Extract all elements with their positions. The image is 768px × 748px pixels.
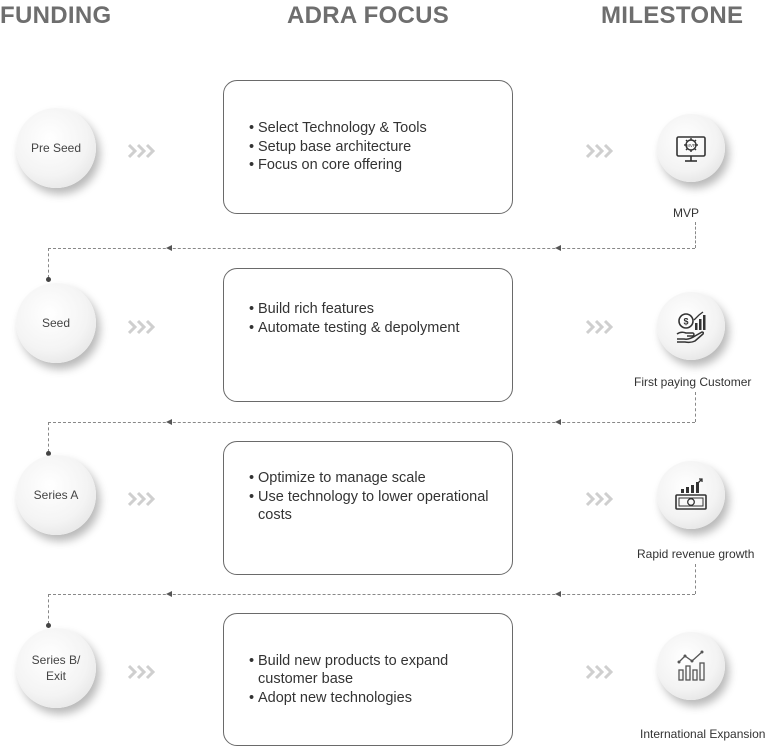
connector-arrow-icon bbox=[166, 591, 172, 597]
chevron-arrows-icon bbox=[586, 491, 614, 507]
connector-line bbox=[48, 422, 49, 452]
focus-item: Build rich features bbox=[249, 300, 504, 319]
focus-box-seed: Build rich features Automate testing & d… bbox=[223, 268, 513, 402]
focus-item: Use technology to lower operational cost… bbox=[249, 488, 504, 525]
focus-item: Adopt new technologies bbox=[249, 689, 504, 708]
connector-arrow-icon bbox=[555, 245, 561, 251]
chevron-arrows-icon bbox=[128, 143, 156, 159]
connector-line bbox=[48, 248, 695, 249]
focus-item: Optimize to manage scale bbox=[249, 469, 504, 488]
connector-arrow-icon bbox=[166, 419, 172, 425]
milestone-label: First paying Customer bbox=[634, 375, 752, 389]
focus-item: Select Technology & Tools bbox=[249, 119, 504, 138]
focus-item: Setup base architecture bbox=[249, 138, 504, 157]
focus-item: Build new products to expand customer ba… bbox=[249, 652, 504, 689]
funding-stage-label: Pre Seed bbox=[30, 141, 82, 155]
chevron-arrows-icon bbox=[586, 319, 614, 335]
chevron-arrows-icon bbox=[586, 143, 614, 159]
connector-arrow-icon bbox=[555, 591, 561, 597]
milestone-label: International Expansion bbox=[640, 727, 766, 741]
connector-line bbox=[48, 594, 49, 624]
milestone-circle-first-customer: $ bbox=[657, 292, 725, 360]
funding-stage-series-a: Series A bbox=[16, 455, 96, 535]
line-bar-chart-icon bbox=[677, 650, 705, 681]
milestone-column-header: MILESTONE bbox=[601, 2, 744, 29]
banknote-chart-icon bbox=[675, 478, 707, 510]
funding-stage-series-b-exit: Series B/ Exit bbox=[16, 628, 96, 708]
connector-dot bbox=[46, 277, 51, 282]
milestone-circle-mvp: MVP bbox=[657, 114, 725, 182]
connector-line bbox=[695, 564, 696, 594]
focus-box-series-b: Build new products to expand customer ba… bbox=[223, 613, 513, 746]
connector-dot bbox=[46, 623, 51, 628]
focus-item: Focus on core offering bbox=[249, 156, 504, 175]
funding-stage-label: Series A bbox=[33, 488, 79, 502]
milestone-label: MVP bbox=[673, 206, 700, 220]
focus-column-header: ADRA FOCUS bbox=[287, 2, 450, 29]
svg-text:$: $ bbox=[683, 317, 688, 327]
connector-line bbox=[48, 594, 695, 595]
connector-line bbox=[695, 222, 696, 248]
milestone-label: Rapid revenue growth bbox=[637, 547, 755, 561]
chevron-arrows-icon bbox=[586, 664, 614, 680]
funding-stage-seed: Seed bbox=[16, 283, 96, 363]
connector-dot bbox=[46, 451, 51, 456]
chevron-arrows-icon bbox=[128, 319, 156, 335]
milestone-circle-revenue-growth bbox=[657, 461, 725, 529]
connector-line bbox=[48, 422, 695, 423]
connector-line bbox=[695, 392, 696, 422]
focus-box-pre-seed: Select Technology & Tools Setup base arc… bbox=[223, 80, 513, 214]
chevron-arrows-icon bbox=[128, 491, 156, 507]
funding-stage-pre-seed: Pre Seed bbox=[16, 108, 96, 188]
funding-stage-label-line: Exit bbox=[45, 669, 66, 683]
svg-text:MVP: MVP bbox=[686, 143, 696, 148]
mvp-monitor-gear-icon: MVP bbox=[676, 136, 706, 162]
connector-arrow-icon bbox=[166, 245, 172, 251]
connector-arrow-icon bbox=[555, 419, 561, 425]
focus-box-series-a: Optimize to manage scale Use technology … bbox=[223, 441, 513, 575]
hand-coin-growth-icon: $ bbox=[676, 311, 706, 344]
milestone-circle-international-expansion bbox=[657, 632, 725, 700]
connector-line bbox=[48, 248, 49, 278]
funding-stage-label: Seed bbox=[41, 316, 71, 330]
chevron-arrows-icon bbox=[128, 664, 156, 680]
funding-stage-label-line: Series B/ bbox=[31, 653, 81, 667]
focus-item: Automate testing & depolyment bbox=[249, 319, 504, 338]
funding-column-header: FUNDING bbox=[0, 2, 112, 29]
